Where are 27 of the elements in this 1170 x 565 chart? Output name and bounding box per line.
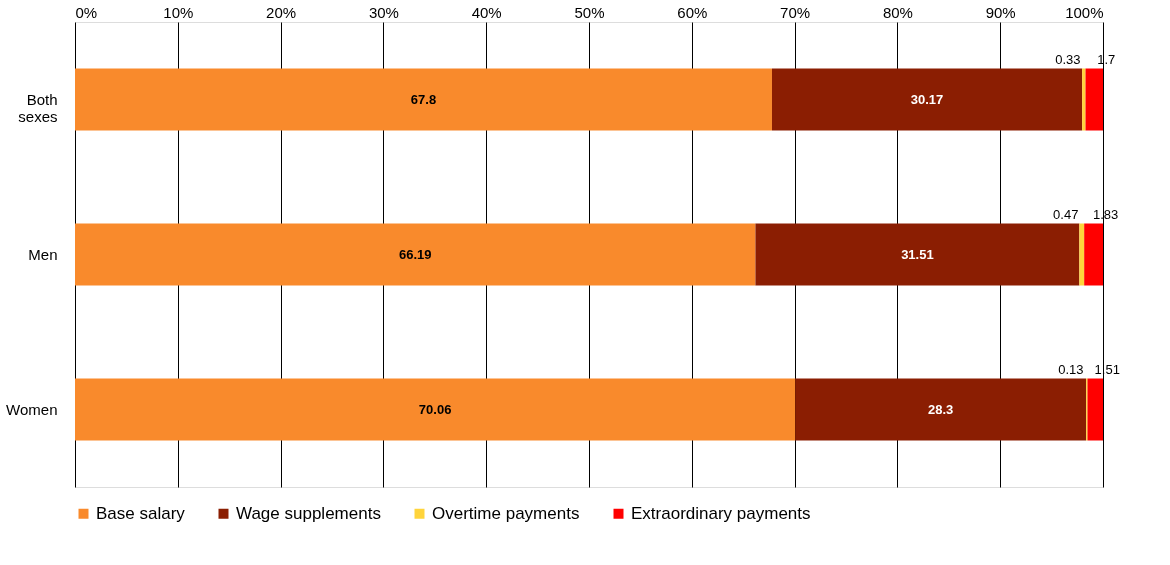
- y-tick-label: Men: [28, 245, 58, 263]
- x-tick-label: 0%: [75, 3, 98, 21]
- legend-label: Overtime payments: [432, 503, 580, 523]
- data-label: 0.13: [1058, 361, 1084, 377]
- data-label: 67.8: [410, 91, 437, 107]
- x-tick-label: 20%: [266, 3, 297, 21]
- x-tick-label: 60%: [677, 3, 708, 21]
- x-tick-label: 10%: [163, 3, 194, 21]
- x-tick-label: 90%: [985, 3, 1016, 21]
- x-tick-label: 70%: [780, 3, 811, 21]
- x-tick-label: 80%: [882, 3, 913, 21]
- data-label: 0.33: [1055, 51, 1081, 67]
- y-tick-label: Both sexes: [18, 90, 58, 125]
- data-label: 30.17: [910, 91, 944, 107]
- data-label: 66.19: [398, 246, 432, 262]
- legend-label: Base salary: [96, 503, 186, 523]
- data-label: 28.3: [928, 401, 954, 417]
- data-label: 70.06: [418, 401, 452, 417]
- data-label: 0.47: [1053, 206, 1079, 222]
- x-tick-label: 100%: [1065, 3, 1104, 21]
- y-tick-label: Women: [6, 400, 58, 418]
- x-tick-label: 30%: [368, 3, 399, 21]
- legend-label: Extraordinary payments: [631, 503, 811, 523]
- x-tick-label: 50%: [574, 3, 605, 21]
- x-tick-label: 40%: [471, 3, 502, 21]
- data-label: 31.51: [901, 246, 934, 262]
- legend-label: Wage supplements: [236, 503, 381, 523]
